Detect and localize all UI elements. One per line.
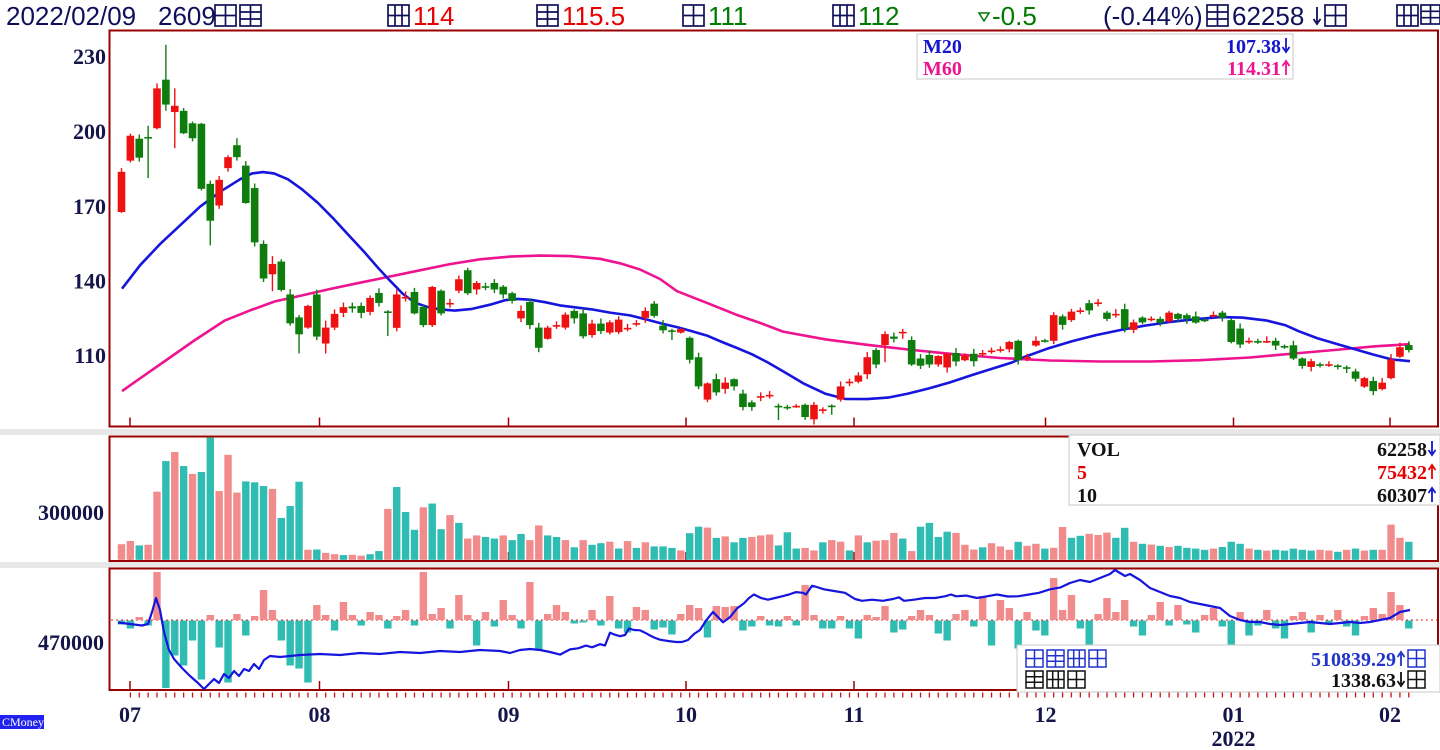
svg-text:75432: 75432	[1377, 462, 1427, 484]
svg-text:11: 11	[844, 702, 865, 727]
svg-text:-0.5: -0.5	[992, 1, 1037, 31]
svg-text:10: 10	[1077, 485, 1097, 507]
svg-text:111: 111	[708, 1, 748, 31]
svg-text:02: 02	[1379, 702, 1401, 727]
svg-text:2609: 2609	[158, 1, 216, 31]
svg-text:1338.63: 1338.63	[1331, 670, 1396, 692]
svg-text:5: 5	[1077, 462, 1087, 484]
svg-text:2022/02/09: 2022/02/09	[6, 1, 136, 31]
svg-text:62258: 62258	[1377, 439, 1427, 461]
svg-text:12: 12	[1035, 702, 1057, 727]
svg-text:CMoney: CMoney	[2, 715, 44, 729]
svg-text:510839.29: 510839.29	[1311, 649, 1396, 671]
svg-text:115.5: 115.5	[562, 1, 625, 31]
svg-text:140: 140	[73, 269, 106, 294]
svg-text:09: 09	[498, 702, 520, 727]
svg-text:VOL: VOL	[1077, 439, 1120, 461]
svg-text:230: 230	[73, 44, 106, 69]
svg-text:07: 07	[119, 702, 141, 727]
svg-text:470000: 470000	[38, 630, 104, 655]
svg-text:110: 110	[74, 343, 106, 368]
svg-text:200: 200	[73, 119, 106, 144]
svg-text:2022: 2022	[1212, 726, 1256, 750]
svg-text:10: 10	[675, 702, 697, 727]
svg-text:M60: M60	[923, 58, 962, 80]
svg-text:300000: 300000	[38, 500, 104, 525]
svg-text:(-0.44%): (-0.44%)	[1103, 1, 1203, 31]
svg-text:08: 08	[309, 702, 331, 727]
svg-text:170: 170	[73, 194, 106, 219]
svg-text:114: 114	[413, 1, 454, 31]
svg-text:112: 112	[858, 1, 899, 31]
svg-text:114.31: 114.31	[1227, 58, 1281, 80]
svg-text:01: 01	[1223, 702, 1245, 727]
svg-text:62258: 62258	[1232, 1, 1304, 31]
svg-text:60307: 60307	[1377, 485, 1427, 507]
svg-text:107.38: 107.38	[1226, 36, 1281, 58]
svg-text:M20: M20	[923, 36, 962, 58]
